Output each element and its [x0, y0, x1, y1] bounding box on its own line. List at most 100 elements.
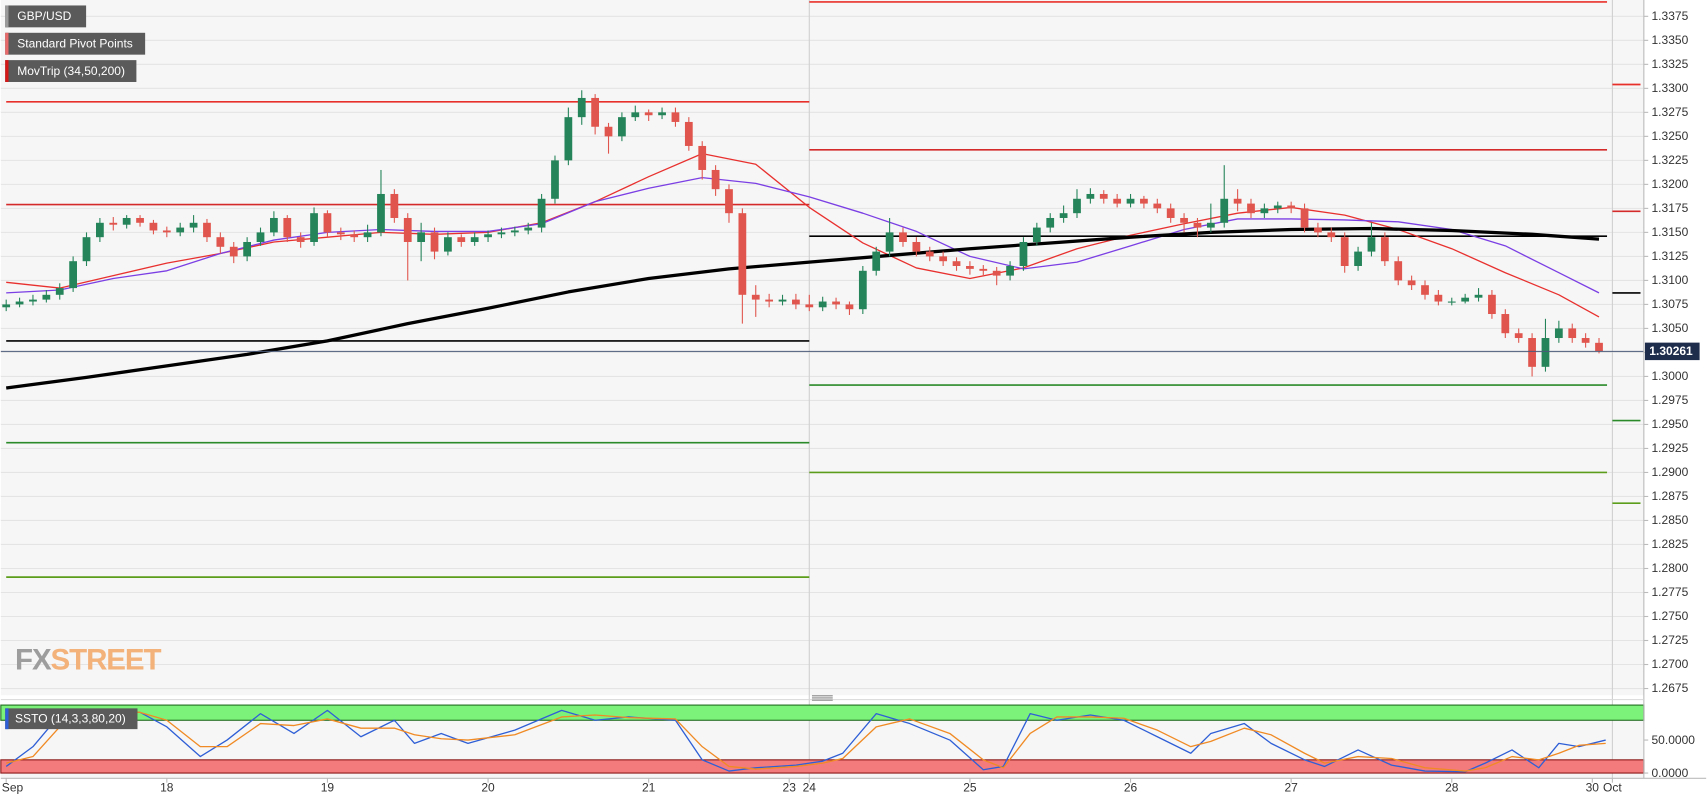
indicator-line [6, 710, 1606, 772]
candle-body [738, 213, 747, 295]
candle-body [1113, 198, 1122, 204]
candle-body [15, 301, 24, 305]
candle-body [377, 193, 385, 233]
candle-body [939, 256, 948, 262]
candle-body [390, 193, 399, 218]
candle-body [537, 198, 546, 228]
candle-body [1541, 338, 1550, 367]
y-tick-label: 1.3100 [1652, 273, 1689, 287]
candle-body [1273, 205, 1282, 209]
candle-body [403, 217, 412, 242]
candle-body [1180, 217, 1188, 223]
logo: FXSTREET [15, 643, 161, 676]
oscillator-badge[interactable]: SSTO (14,3,3,80,20) [5, 708, 138, 730]
candle-body [1514, 333, 1523, 339]
candle-body [1166, 208, 1175, 218]
candle-body [96, 222, 104, 238]
candle-body [952, 261, 961, 266]
candle-body [1407, 280, 1416, 286]
data-layer [0, 1, 1645, 774]
zone [0, 704, 1645, 721]
candle-body [1340, 237, 1349, 266]
candle-body [1220, 198, 1229, 223]
candle-body [992, 270, 1001, 276]
y-tick-label: 1.2900 [1652, 465, 1689, 479]
candle-body [1300, 208, 1309, 228]
logo-prefix: FX [15, 643, 52, 676]
candle-body [1367, 237, 1376, 252]
candle-body [1260, 208, 1269, 214]
candle-body [644, 112, 653, 116]
y-tick-label: 1.2925 [1652, 441, 1689, 455]
candle-body [1354, 251, 1362, 266]
candle-body [1327, 232, 1336, 238]
badge-stripe [5, 708, 9, 730]
y-tick-label: 1.2750 [1652, 609, 1689, 623]
y-tick-label: 1.3175 [1652, 201, 1689, 215]
badge-bg [5, 5, 87, 28]
candle-body [55, 288, 64, 295]
candle-body [243, 241, 252, 257]
symbol-badge[interactable]: GBP/USD [5, 5, 87, 28]
candle-body [1126, 198, 1135, 204]
candle-body [1314, 227, 1322, 233]
candle-body [1140, 198, 1148, 204]
last-price-label: 1.30261 [1649, 344, 1693, 358]
y-tick-label: 1.2675 [1652, 681, 1689, 695]
badge-bg [5, 60, 137, 82]
candle-body [1206, 222, 1215, 228]
candle-body [1528, 338, 1536, 367]
y-tick-label: 1.3050 [1652, 321, 1689, 335]
candle-body [42, 294, 51, 300]
candle-body [1153, 203, 1162, 209]
pivot-badge[interactable]: Standard Pivot Points [5, 32, 146, 55]
y-tick-label: 1.2850 [1652, 513, 1689, 527]
badge-stripe [5, 5, 9, 28]
oscillator-label: SSTO (14,3,3,80,20) [15, 711, 126, 725]
y-tick-label: 1.3000 [1652, 369, 1689, 383]
candle-body [1421, 285, 1429, 295]
candle-body [510, 230, 519, 233]
indicator-line [6, 176, 1600, 294]
resize-handle[interactable] [811, 695, 833, 701]
ma-badge[interactable]: MovTrip (34,50,200) [5, 60, 137, 82]
candle-body [1474, 294, 1483, 298]
candle-body [551, 160, 559, 199]
candle-body [1595, 342, 1603, 352]
y-tick-label: 1.2825 [1652, 537, 1689, 551]
candle-body [805, 304, 814, 308]
y-tick-label: 1.3075 [1652, 297, 1689, 311]
y-tick-label: 50.0000 [1652, 733, 1696, 747]
indicator-line [5, 226, 1600, 390]
x-tick-label: 24 [803, 780, 817, 794]
badge-bg [5, 32, 146, 55]
candle-body [1086, 193, 1095, 199]
x-tick-label: Oct [1603, 780, 1622, 794]
candle-body [470, 237, 479, 242]
y-tick-label: 1.2800 [1652, 561, 1689, 575]
x-tick-label: 26 [1124, 780, 1138, 794]
x-tick-label: 18 [160, 780, 174, 794]
badge-stripe [5, 60, 9, 82]
candle-body [711, 169, 720, 190]
candle-body [925, 251, 934, 257]
y-tick-label: 1.2775 [1652, 585, 1689, 599]
candle-body [444, 237, 452, 252]
candle-body [484, 234, 492, 238]
candle-body [1099, 193, 1108, 199]
y-tick-label: 1.3325 [1652, 57, 1689, 71]
candle-body [310, 213, 318, 242]
candle-body [203, 222, 211, 238]
candle-body [658, 112, 666, 116]
candle-body [1193, 222, 1202, 228]
candle-body [792, 299, 800, 305]
candle-body [698, 145, 707, 170]
y-tick-label: 1.3225 [1652, 153, 1689, 167]
y-tick-label: 1.3125 [1652, 249, 1689, 263]
badge-stripe [5, 32, 9, 55]
candle-body [497, 232, 506, 235]
candle-body [1394, 261, 1403, 281]
logo-suffix: STREET [51, 643, 162, 676]
x-tick-label: 20 [481, 780, 495, 794]
